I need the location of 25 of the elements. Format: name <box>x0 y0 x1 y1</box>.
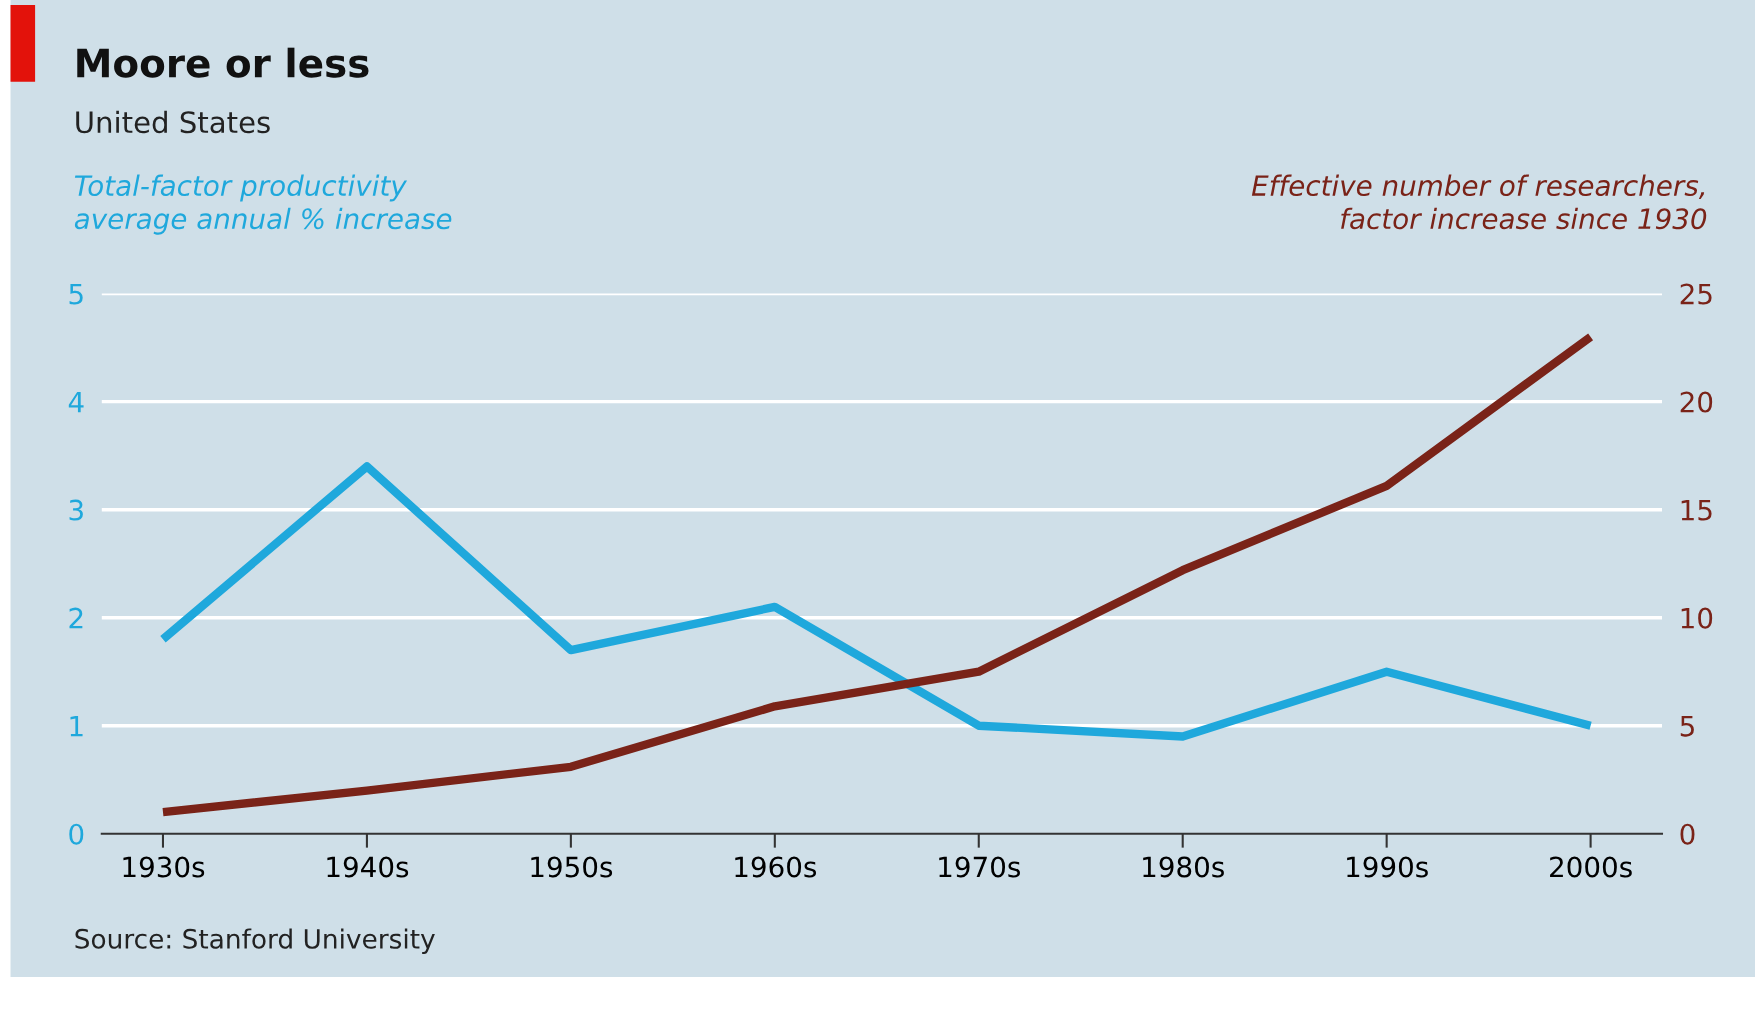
y2-tick-label: 0 <box>1680 823 1695 845</box>
chart-subtitle: United States <box>76 110 270 134</box>
y-tick-label: 2 <box>69 607 83 629</box>
x-tick-label: 1940s <box>327 856 409 878</box>
y2-axis-title: Effective number of researchers, factor increase since 1930 <box>1251 174 1707 230</box>
y2-tick-label: 10 <box>1681 607 1713 629</box>
chart-title: Moore or less <box>77 47 369 78</box>
y-tick-label: 4 <box>68 391 84 413</box>
x-tick-label: 1970s <box>939 856 1020 878</box>
x-tick-label: 1990s <box>1347 856 1428 878</box>
x-tick-label: 1950s <box>531 856 613 878</box>
y2-tick-label: 20 <box>1680 391 1713 413</box>
x-tick-label: 1930s <box>123 856 205 878</box>
x-tick-label: 1980s <box>1143 856 1224 878</box>
y2-tick-label: 5 <box>1680 716 1694 737</box>
x-tick-label: 1960s <box>735 856 817 878</box>
y2-tick-label: 15 <box>1681 499 1712 521</box>
y2-tick-label: 25 <box>1680 283 1712 305</box>
y-axis-title: Total-factor productivity average annual % increase <box>74 174 452 235</box>
source-note: Source: Stanford University <box>75 928 435 954</box>
y-tick-label: 0 <box>69 823 84 845</box>
x-tick-label: 2000s <box>1550 856 1632 878</box>
y-tick-label: 5 <box>69 283 83 305</box>
y-tick-label: 3 <box>69 499 83 521</box>
y-tick-label: 1 <box>70 716 83 737</box>
